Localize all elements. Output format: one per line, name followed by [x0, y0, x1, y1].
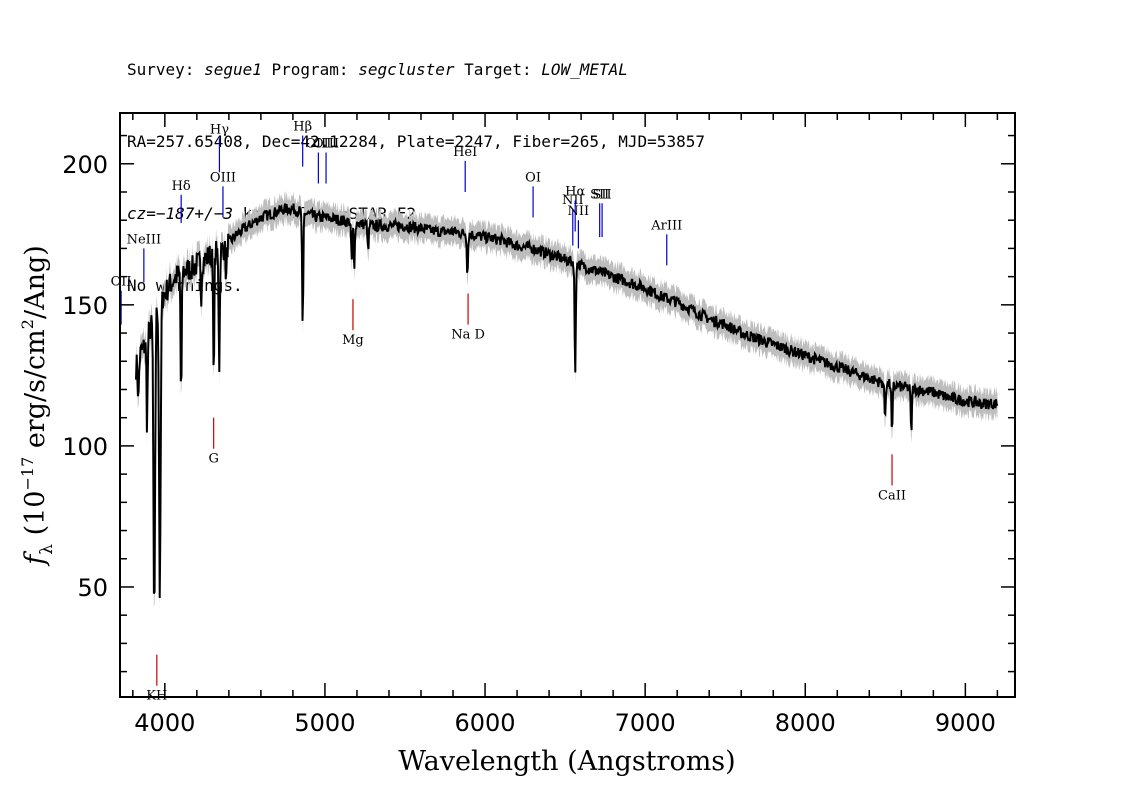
line-marker-label: G	[208, 452, 218, 467]
line-marker-label: Mg	[342, 333, 364, 348]
line-marker-label: Hα	[565, 184, 585, 199]
line-marker-label: SII	[590, 187, 609, 202]
line-marker-label: OI	[525, 170, 541, 185]
y-tick-label: 150	[62, 292, 108, 320]
target-label: Target:	[454, 60, 542, 79]
y-axis-label: fλ (10−17 erg/s/cm2/Ang)	[18, 245, 57, 567]
x-tick-label: 7000	[615, 709, 676, 737]
line-marker-label: Hβ	[293, 120, 312, 135]
cz-value: cz=−187+/−3	[127, 204, 233, 223]
error-band-layer	[136, 190, 998, 611]
line-marker-label: SII	[592, 187, 611, 202]
y-tick-label: 50	[77, 574, 108, 602]
program-value: segcluster	[358, 60, 455, 79]
line-marker-label: OIII	[305, 136, 331, 151]
flux-series-line	[135, 203, 999, 599]
tick-layer: 4000 5000 6000 7000 8000 9000 50 100 150 200	[62, 113, 1015, 737]
flux-layer	[135, 203, 999, 599]
line-marker-label: Na D	[451, 328, 485, 343]
line-marker-label: NII	[562, 193, 584, 208]
error-band	[136, 190, 998, 611]
line-marker-layer: NeIIIHδHγOIIIHβOIIIOIIIHeIOINIIHαNIISIIS…	[111, 120, 906, 704]
line-marker-label: HeI	[453, 145, 477, 160]
line-marker-label: OII	[111, 275, 132, 290]
program-label: Program:	[261, 60, 359, 79]
survey-label: Survey:	[127, 60, 205, 79]
line-marker-label: Hδ	[172, 179, 191, 194]
y-tick-label: 200	[62, 151, 108, 179]
survey-value: segue1	[204, 60, 262, 79]
plot-frame	[119, 112, 1016, 698]
line-marker-label: NII	[568, 204, 590, 219]
target-value: LOW_METAL	[541, 60, 628, 79]
line-marker-label: Hγ	[210, 122, 229, 137]
x-tick-label: 5000	[294, 709, 355, 737]
x-tick-label: 6000	[455, 709, 516, 737]
line-marker-label: CaII	[878, 488, 906, 503]
x-tick-label: 4000	[134, 709, 195, 737]
x-tick-label: 9000	[935, 709, 996, 737]
line-marker-label: NeIII	[127, 232, 161, 247]
line-marker-label: OIII	[313, 136, 339, 151]
x-axis-label: Wavelength (Angstroms)	[398, 746, 735, 777]
line-marker-label: ArIII	[650, 218, 682, 233]
line-marker-label: OIII	[210, 170, 236, 185]
y-tick-label: 100	[62, 433, 108, 461]
header-line-coords: RA=257.65408, Dec=42.12284, Plate=2247, …	[127, 132, 705, 151]
header-line-survey: Survey: segue1 Program: segcluster Targe…	[127, 58, 705, 82]
x-tick-label: 8000	[775, 709, 836, 737]
